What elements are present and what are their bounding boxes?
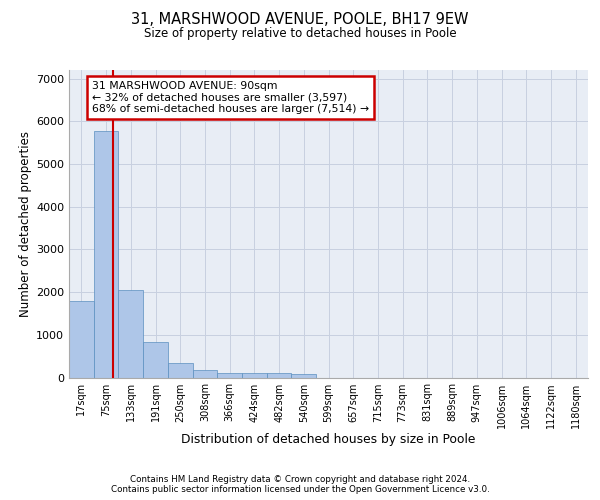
Bar: [168, 363, 193, 378]
Bar: [94, 130, 118, 378]
Y-axis label: Number of detached properties: Number of detached properties: [19, 130, 32, 317]
Text: Size of property relative to detached houses in Poole: Size of property relative to detached ho…: [143, 28, 457, 40]
Bar: [217, 372, 242, 378]
Bar: [193, 370, 217, 378]
Bar: [69, 302, 94, 378]
Bar: [267, 374, 292, 378]
X-axis label: Distribution of detached houses by size in Poole: Distribution of detached houses by size …: [181, 434, 476, 446]
Text: Contains HM Land Registry data © Crown copyright and database right 2024.
Contai: Contains HM Land Registry data © Crown c…: [110, 474, 490, 494]
Text: 31 MARSHWOOD AVENUE: 90sqm
← 32% of detached houses are smaller (3,597)
68% of s: 31 MARSHWOOD AVENUE: 90sqm ← 32% of deta…: [92, 80, 369, 114]
Bar: [242, 373, 267, 378]
Bar: [143, 342, 168, 378]
Bar: [118, 290, 143, 378]
Bar: [292, 374, 316, 378]
Text: 31, MARSHWOOD AVENUE, POOLE, BH17 9EW: 31, MARSHWOOD AVENUE, POOLE, BH17 9EW: [131, 12, 469, 28]
